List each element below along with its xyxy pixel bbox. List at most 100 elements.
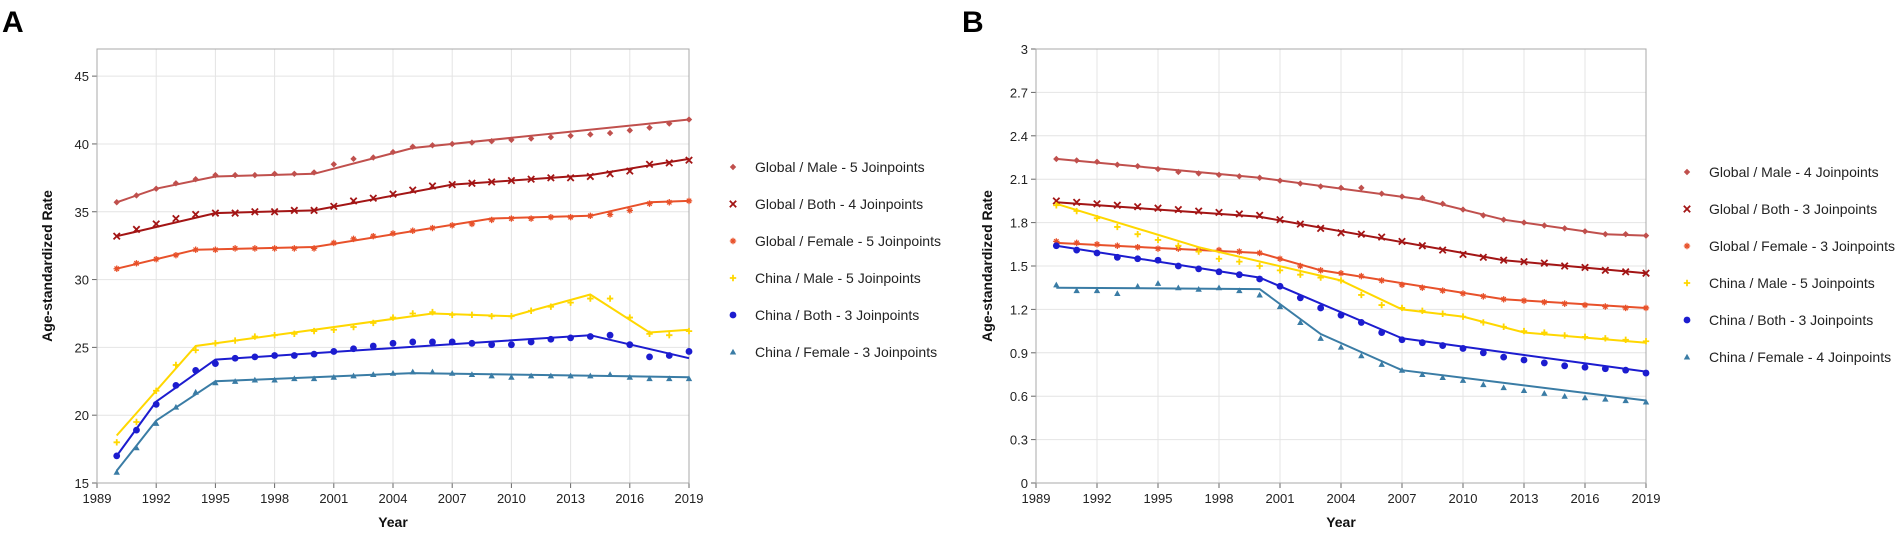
data-point: [1256, 291, 1263, 298]
data-point: [290, 206, 299, 215]
data-point: [666, 120, 673, 127]
data-point: [1561, 393, 1568, 399]
x-tick-label: 2004: [1327, 491, 1356, 506]
y-tick-label: 20: [75, 408, 89, 423]
x-tick-label: 2016: [615, 491, 644, 506]
x-tick-label: 2016: [1571, 491, 1600, 506]
data-point: [1541, 390, 1548, 396]
data-point: [1520, 219, 1528, 226]
data-point: [1297, 262, 1304, 270]
data-point: [646, 200, 653, 207]
joinpoint-fit-line: [1056, 201, 1647, 275]
data-point: [626, 127, 633, 134]
data-point: [133, 192, 140, 199]
data-point: [153, 387, 160, 394]
data-point: [527, 338, 535, 346]
data-point: [350, 323, 357, 331]
data-point: [1276, 303, 1284, 310]
data-point: [152, 220, 161, 228]
data-point: [1459, 250, 1467, 259]
data-point: [409, 310, 416, 317]
data-point: [488, 372, 495, 379]
data-point: [429, 338, 436, 346]
data-point: [646, 330, 653, 338]
data-point: [1337, 311, 1345, 319]
data-point: [646, 375, 653, 382]
data-point: [1540, 259, 1549, 267]
chart-b-svg: B 1989 1992 1995 1998 2001 2004 2007 2010 2013 20…: [962, 6, 1895, 530]
data-point: [1337, 277, 1345, 284]
data-point: [370, 319, 377, 327]
legend-label: China / Male - 5 Joinpoints: [1709, 275, 1875, 291]
data-point: [468, 179, 476, 188]
legend-marker: [729, 311, 737, 319]
legend-label: China / Female - 3 Joinpoints: [755, 344, 937, 360]
data-point: [468, 371, 476, 378]
data-point: [1215, 255, 1223, 262]
data-point: [1255, 211, 1264, 220]
data-point: [1358, 352, 1365, 359]
data-point: [1093, 287, 1101, 294]
data-point: [429, 368, 436, 375]
data-point: [330, 161, 337, 168]
x-tick-label: 2001: [319, 491, 348, 506]
series-b-1: [1052, 197, 1650, 278]
data-point: [310, 245, 318, 252]
data-point: [350, 155, 357, 163]
data-point: [1114, 242, 1121, 249]
data-point: [1358, 272, 1365, 280]
data-point: [1622, 336, 1629, 343]
data-point: [1317, 267, 1324, 274]
data-point: [350, 235, 357, 243]
x-tick-label: 1989: [1022, 491, 1051, 506]
data-point: [1134, 255, 1142, 263]
data-point: [1337, 228, 1345, 237]
data-point: [606, 371, 614, 378]
y-tick-label: 45: [75, 69, 89, 84]
data-point: [1520, 257, 1528, 266]
data-point: [1215, 171, 1223, 179]
data-point: [310, 375, 318, 382]
data-point: [1398, 336, 1406, 344]
data-point: [527, 215, 535, 222]
data-point: [271, 376, 278, 383]
data-point: [1073, 239, 1080, 247]
x-tick-label: 2007: [1388, 491, 1417, 506]
x-axis-title: Year: [378, 514, 408, 530]
data-point: [389, 314, 397, 321]
data-point: [1154, 256, 1162, 264]
plot-border-b: [1035, 48, 1647, 484]
data-point: [665, 352, 673, 359]
data-point: [1235, 271, 1243, 279]
data-point: [586, 172, 595, 181]
data-point: [251, 207, 259, 216]
data-point: [1581, 263, 1589, 272]
data-point: [350, 372, 357, 379]
data-point: [1581, 301, 1589, 309]
y-tick-label: 0.3: [1010, 433, 1028, 448]
data-point: [291, 170, 298, 177]
y-tick-label: 35: [75, 205, 89, 220]
data-point: [409, 227, 416, 234]
y-tick-label: 2.7: [1010, 85, 1028, 100]
data-point: [251, 245, 259, 252]
data-point: [1398, 281, 1406, 289]
data-point: [488, 341, 496, 349]
data-point: [1256, 262, 1263, 270]
data-point: [646, 353, 653, 361]
data-point: [1561, 225, 1568, 232]
data-point: [1581, 394, 1589, 401]
data-point: [508, 215, 515, 222]
data-point: [626, 341, 634, 349]
data-point: [468, 311, 476, 319]
data-point: [507, 176, 516, 185]
data-point: [192, 246, 199, 253]
data-point: [468, 339, 476, 347]
data-point: [172, 214, 180, 223]
data-point: [547, 335, 555, 343]
data-point: [290, 352, 298, 359]
data-point: [212, 171, 219, 179]
legend-label: Global / Female - 3 Joinpoints: [1709, 238, 1895, 254]
data-point: [567, 334, 574, 342]
data-point: [626, 207, 633, 214]
